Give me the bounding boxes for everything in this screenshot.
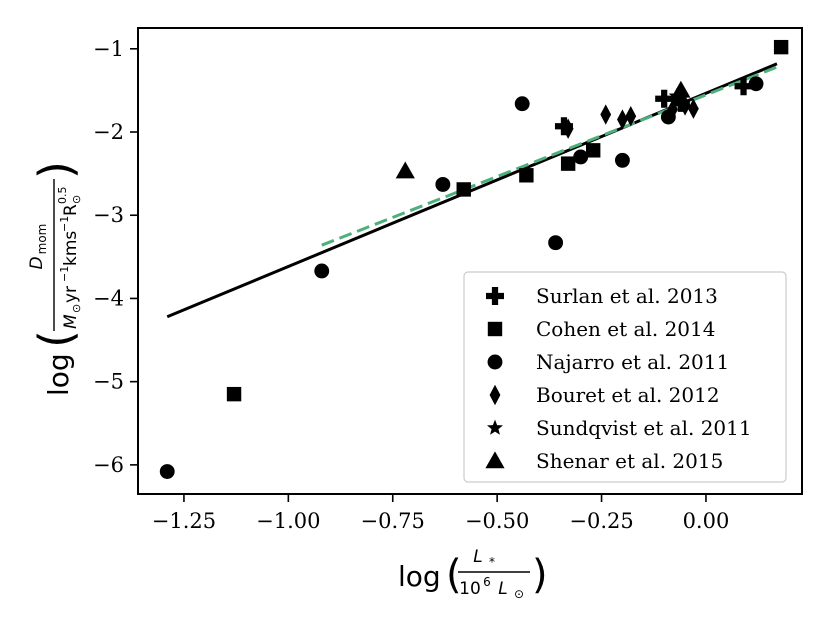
data-point-triangle [671,80,691,98]
data-point-triangle [395,161,415,179]
y-tick-label: −4 [93,286,124,310]
data-point-square [519,168,534,183]
data-point-plus [734,77,753,96]
legend-marker-circle [487,354,503,370]
x-label-denominator-tail: L [498,579,507,599]
legend-marker-square [487,321,503,337]
y-label-log: log [42,353,75,396]
data-point-circle [314,263,330,279]
data-point-circle [548,235,564,251]
legend-marker-star [487,419,503,435]
legend-label: Sundqvist et al. 2011 [536,416,752,440]
y-tick-label: −6 [93,453,124,477]
x-label-denominator-sup: 6 [483,575,491,589]
data-point-square [456,182,471,197]
data-point-diamond [617,109,628,130]
data-point-square [773,39,789,55]
x-label-numerator: L [473,547,482,567]
y-label-denom-exp2: −1 [58,216,71,232]
x-tick-label: −1.25 [152,509,216,533]
plot-frame [137,27,803,495]
data-point-circle [159,464,175,479]
x-axis-label: log(L *10 6 L ⊙) [398,547,548,601]
data-point-circle [614,152,630,168]
legend-marker-diamond [489,384,501,406]
y-tick-label: −1 [93,37,124,61]
y-tick-label: −5 [93,370,124,394]
data-point-circle [514,96,530,112]
y-label-numerator-sub: mom [35,224,49,255]
x-tick-label: −0.75 [361,509,425,533]
x-tick-label: −1.00 [256,509,320,533]
data-point-plus [554,117,573,136]
x-tick-label: 0.00 [683,509,730,533]
x-label-denominator: 10 [459,579,481,599]
y-label-denom-exp3: 0.5 [56,187,69,205]
y-label-numerator: D [27,256,47,269]
x-label-numerator-sub: * [489,555,495,569]
y-label-denom-M: M [61,314,81,329]
data-point-circle [748,76,764,92]
x-tick-label: −0.25 [569,509,633,533]
data-point-circle [435,177,451,192]
data-point-diamond [667,99,678,120]
legend-label: Surlan et al. 2013 [536,284,718,308]
y-label-denom-exp1: −1 [58,266,71,282]
x-tick-label: −0.50 [465,509,529,533]
legend-label: Shenar et al. 2015 [536,449,723,473]
legend-box [463,271,787,483]
legend-marker-triangle [485,451,505,469]
data-point-diamond [688,98,699,119]
x-label-paren-close: ) [532,552,548,598]
legend-marker-plus [486,287,504,305]
y-label-paren-close: ) [29,161,83,179]
data-point-diamond [679,95,691,116]
y-label-paren-open: ( [29,330,83,348]
data-point-diamond [625,106,637,127]
data-point-diamond [600,104,612,125]
x-label-paren-open: ( [446,552,462,598]
x-label-log: log [398,560,441,593]
axis-ticks: −1.25 −1.00 −0.75 −0.50 −0.25 0.00 −1 −2 −3 −4 −5 −… [93,37,729,533]
y-tick-label: −3 [93,203,124,227]
y-tick-label: −2 [93,120,124,144]
data-point-plus [655,89,674,108]
legend-label: Bouret et al. 2012 [536,383,720,407]
y-label-denom-kms: kms [61,231,81,266]
legend: Surlan et al. 2013 Cohen et al. 2014 Najar… [463,271,787,483]
data-point-square [585,143,601,158]
data-point-square [226,386,242,402]
y-label-denom-sun1: ⊙ [70,304,83,313]
data-point-plus [671,93,690,112]
data-point-square [560,156,576,171]
legend-label: Najarro et al. 2011 [536,350,729,374]
fit-line-dashed [321,64,782,247]
data-point-circle [573,149,589,165]
y-label-denom-sun2: ⊙ [70,195,83,204]
y-label-denom-R: R [61,204,81,216]
x-label-denominator-tail-sub: ⊙ [514,587,524,601]
data-points [159,39,789,479]
legend-label: Cohen et al. 2014 [536,317,715,341]
data-point-diamond [562,118,574,139]
y-label-denom-yr: yr [61,286,81,303]
